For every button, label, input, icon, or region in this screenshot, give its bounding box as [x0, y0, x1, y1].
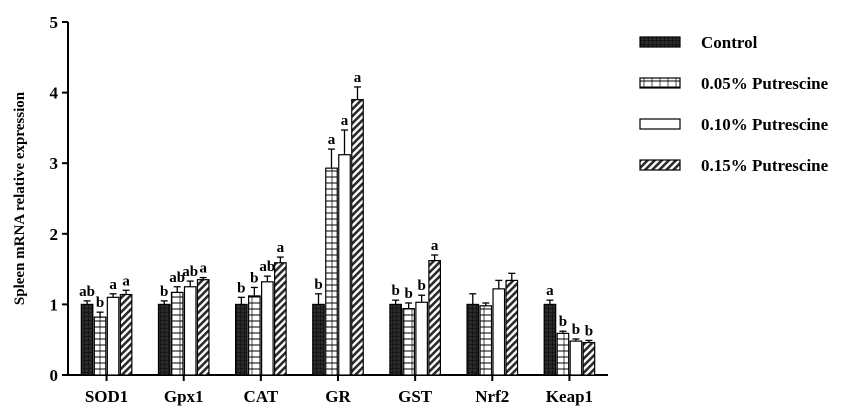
bar: [312, 303, 325, 376]
bar: [274, 262, 287, 376]
bar: [196, 279, 210, 376]
bar: [80, 303, 94, 376]
bar: [261, 281, 274, 376]
bar: [325, 167, 338, 376]
significance-label: a: [109, 277, 117, 293]
y-tick-label: 1: [50, 295, 59, 314]
legend-swatch: [639, 159, 681, 171]
bar: [170, 291, 184, 376]
significance-label: ab: [259, 259, 275, 275]
significance-label: ab: [79, 284, 95, 300]
y-tick-label: 0: [50, 366, 59, 385]
y-tick-label: 5: [50, 13, 59, 32]
significance-label: b: [391, 283, 399, 299]
bar: [479, 305, 493, 376]
legend-swatch: [639, 118, 681, 130]
bar: [248, 295, 261, 376]
x-tick-label: SOD1: [85, 387, 128, 406]
bar: [338, 154, 351, 376]
legend-swatch: [639, 36, 681, 48]
bar: [505, 279, 519, 376]
significance-label: b: [314, 277, 322, 293]
legend-swatch: [639, 77, 681, 89]
bar: [543, 303, 557, 376]
significance-label: a: [328, 132, 336, 148]
bar: [106, 296, 120, 376]
x-tick-label: GST: [398, 387, 433, 406]
significance-label: b: [96, 295, 104, 311]
significance-label: a: [341, 113, 349, 129]
significance-label: a: [277, 240, 285, 256]
bar: [351, 99, 364, 376]
significance-label: a: [431, 238, 439, 254]
x-tick-label: GR: [325, 387, 351, 406]
x-tick-label: Nrf2: [475, 387, 509, 406]
significance-label: b: [404, 286, 412, 302]
significance-label: a: [122, 273, 130, 289]
bar: [428, 260, 441, 376]
significance-label: b: [250, 270, 258, 286]
x-tick-label: Gpx1: [164, 387, 204, 406]
bar: [492, 288, 506, 376]
legend-label: 0.15% Putrescine: [701, 156, 829, 175]
bar: [93, 316, 107, 376]
significance-label: b: [237, 280, 245, 296]
y-axis-label: Spleen mRNA relative expression: [12, 91, 28, 305]
y-tick-label: 4: [50, 84, 59, 103]
bar: [415, 301, 428, 376]
significance-label: ab: [169, 270, 185, 286]
bar: [556, 332, 570, 376]
bar: [569, 340, 583, 376]
y-tick-label: 2: [50, 225, 59, 244]
x-tick-label: Keap1: [546, 387, 593, 406]
significance-label: ab: [182, 264, 198, 280]
bar: [183, 286, 197, 376]
legend-label: 0.10% Putrescine: [701, 115, 829, 134]
y-tick-label: 3: [50, 154, 59, 173]
significance-label: b: [572, 322, 580, 338]
significance-label: b: [585, 323, 593, 339]
bar: [235, 303, 248, 376]
significance-label: a: [354, 70, 362, 86]
bar: [466, 303, 480, 376]
x-tick-label: CAT: [244, 387, 279, 406]
significance-label: a: [546, 283, 554, 299]
significance-label: b: [559, 314, 567, 330]
bar: [157, 303, 171, 376]
significance-label: b: [160, 284, 168, 300]
legend-label: 0.05% Putrescine: [701, 74, 829, 93]
bar: [582, 341, 596, 376]
bar: [389, 303, 402, 376]
bar: [119, 293, 133, 376]
legend-label: Control: [701, 33, 758, 52]
significance-label: b: [417, 278, 425, 294]
bar: [402, 308, 415, 376]
significance-label: a: [199, 261, 207, 277]
